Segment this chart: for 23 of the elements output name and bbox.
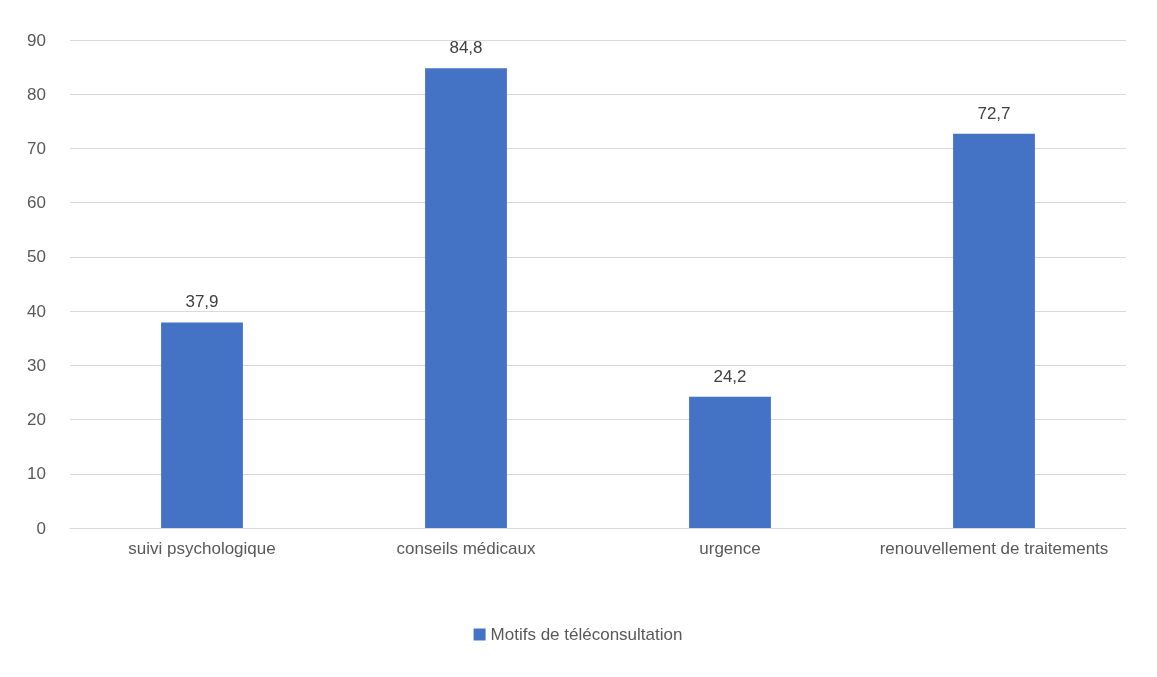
x-tick-label: urgence	[699, 538, 761, 558]
y-tick-label: 30	[27, 355, 46, 375]
legend-label: Motifs de téléconsultation	[490, 625, 683, 644]
data-label: 72,7	[977, 103, 1011, 123]
bar	[425, 68, 507, 528]
y-tick-label: 60	[27, 193, 46, 213]
y-tick-label: 10	[27, 464, 46, 484]
x-tick-label: suivi psychologique	[128, 538, 276, 558]
bar	[161, 322, 243, 528]
y-tick-label: 20	[27, 410, 46, 430]
y-tick-label: 80	[27, 84, 46, 104]
bar	[953, 133, 1035, 528]
data-label: 24,2	[713, 366, 747, 386]
y-tick-label: 40	[27, 301, 46, 321]
y-tick-label: 70	[27, 138, 46, 158]
data-label: 37,9	[185, 292, 219, 312]
x-tick-label: conseils médicaux	[396, 538, 536, 558]
y-tick-label: 90	[27, 30, 46, 50]
bar	[689, 396, 771, 528]
x-tick-label: renouvellement de traitements	[879, 538, 1109, 558]
data-label: 84,8	[449, 38, 483, 58]
y-tick-label: 50	[27, 247, 46, 267]
y-tick-label: 0	[36, 518, 46, 538]
